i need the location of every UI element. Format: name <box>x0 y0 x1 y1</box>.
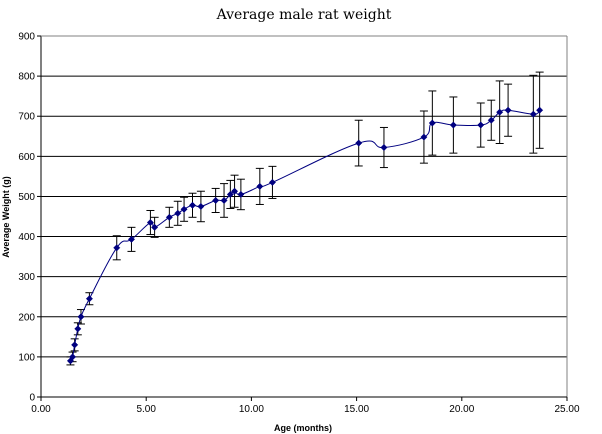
data-point <box>69 353 77 361</box>
data-point <box>74 325 82 333</box>
x-tick-label: 25.00 <box>554 404 579 415</box>
data-point <box>380 143 388 152</box>
y-tick-label: 200 <box>18 312 35 323</box>
y-tick-label: 0 <box>29 393 35 404</box>
data-point <box>151 223 159 231</box>
axes <box>37 35 568 401</box>
data-point <box>536 106 544 114</box>
data-point <box>165 213 173 221</box>
x-tick-label: 15.00 <box>344 404 369 415</box>
data-point <box>71 341 79 349</box>
data-point <box>420 133 428 141</box>
y-tick-label: 800 <box>18 72 35 83</box>
data-point <box>449 121 457 129</box>
data-point <box>487 116 495 124</box>
data-point <box>355 139 363 147</box>
x-tick-label: 10.00 <box>239 404 264 415</box>
data-point <box>268 178 276 186</box>
data-point <box>188 201 197 209</box>
data-point <box>256 182 264 190</box>
data-point <box>180 205 188 213</box>
series-line <box>70 109 541 362</box>
data-point <box>197 202 205 211</box>
data-point <box>477 121 485 129</box>
y-tick-label: 700 <box>18 112 35 123</box>
x-tick-label: 5.00 <box>136 404 156 415</box>
y-axis-label: Average Weight (g) <box>1 176 11 258</box>
data-point <box>77 313 85 321</box>
chart-title: Average male rat weight <box>216 7 392 23</box>
x-tick-label: 20.00 <box>449 404 474 415</box>
y-tick-label: 100 <box>18 352 35 363</box>
data-point <box>237 190 245 198</box>
y-tick-label: 600 <box>18 152 35 163</box>
data-point <box>428 119 436 127</box>
data-point <box>220 196 228 205</box>
y-tick-label: 500 <box>18 192 35 203</box>
x-axis-label: Age (months) <box>274 423 332 433</box>
grid-lines <box>41 35 567 358</box>
y-tick-label: 300 <box>18 272 35 283</box>
series <box>66 106 544 365</box>
tick-labels: 0 100 200 300 400 500 600 700 800 900 0.00 5.00 10.0… <box>18 32 580 416</box>
x-tick-label: 0.00 <box>31 404 51 415</box>
data-point <box>113 244 121 252</box>
data-point <box>504 106 512 114</box>
y-tick-label: 400 <box>18 232 35 243</box>
data-point <box>496 108 504 116</box>
data-point <box>226 190 234 198</box>
data-point <box>127 235 136 243</box>
data-point <box>212 196 220 205</box>
data-point <box>174 209 182 217</box>
y-tick-label: 900 <box>18 32 35 43</box>
data-point <box>85 295 93 303</box>
data-point <box>146 218 154 227</box>
data-point <box>529 110 537 118</box>
data-point <box>231 187 239 195</box>
